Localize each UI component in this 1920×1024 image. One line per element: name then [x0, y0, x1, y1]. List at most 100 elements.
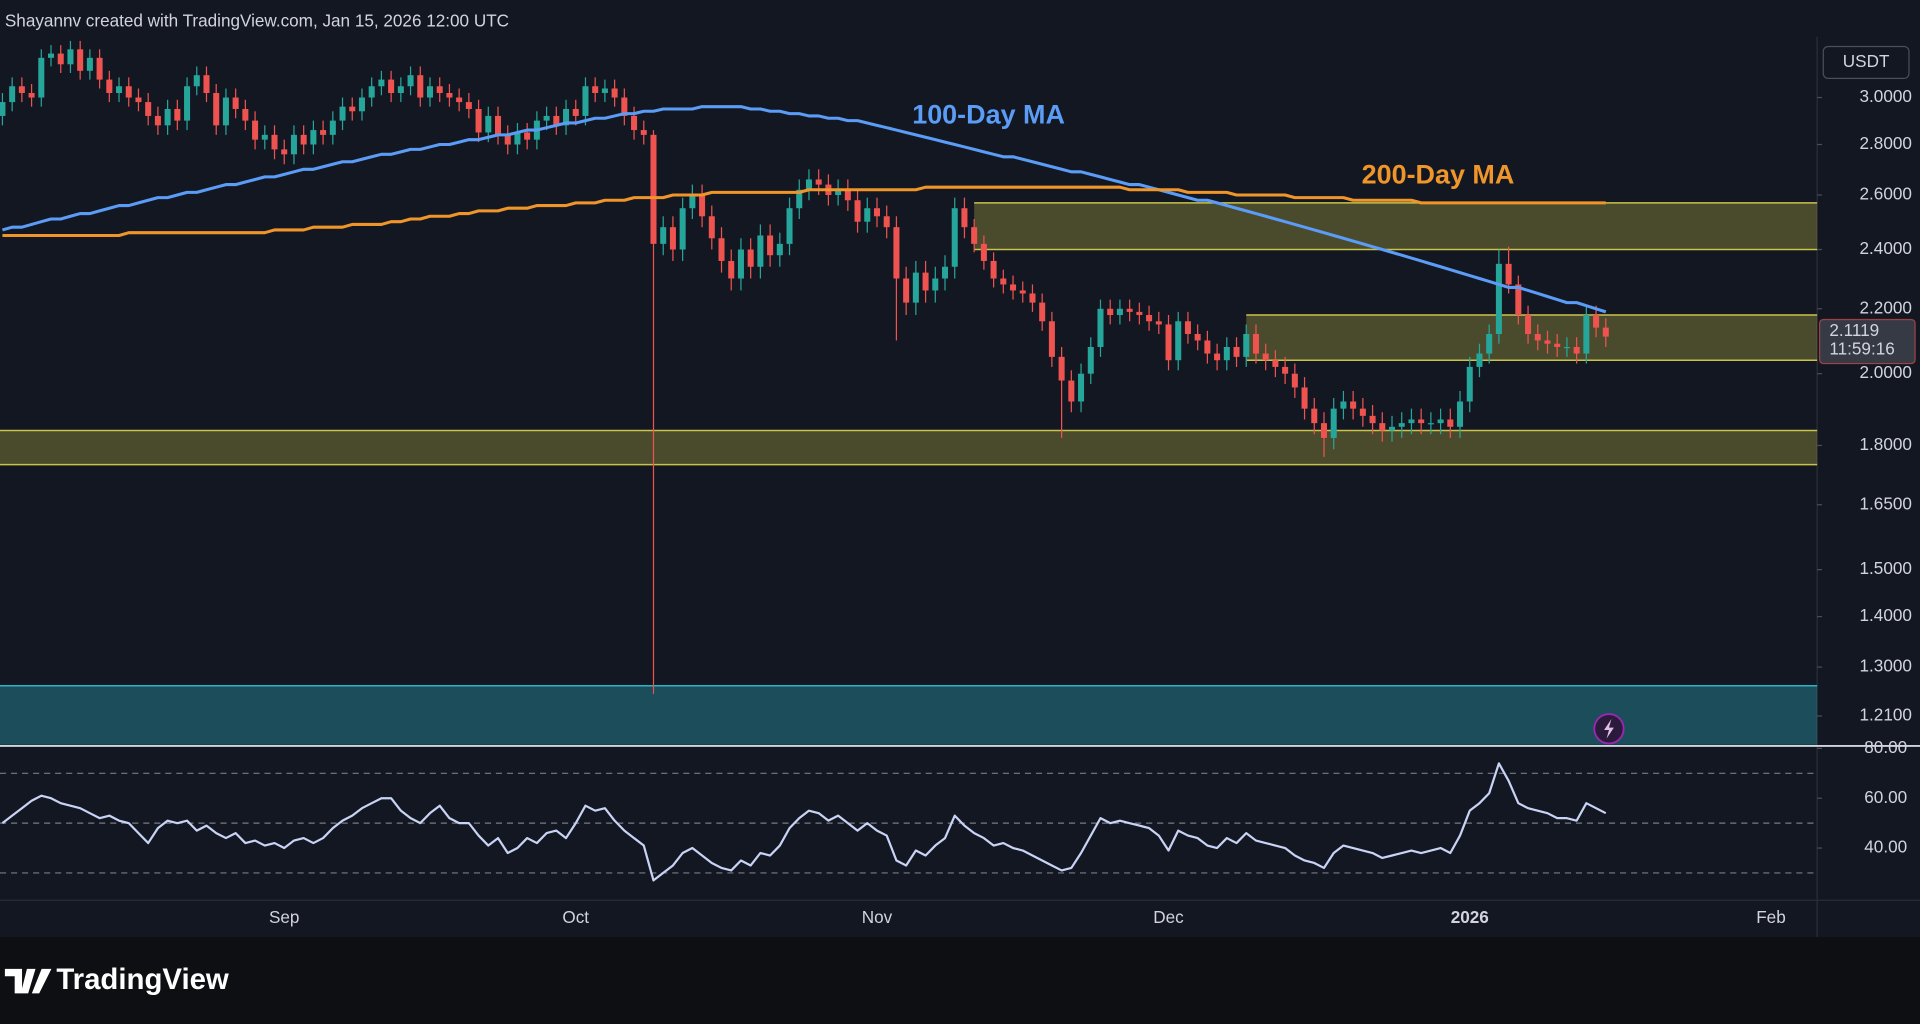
candle-body: [213, 92, 220, 126]
y-tick-label: 1.5000: [1860, 558, 1912, 578]
candle-body: [912, 272, 919, 303]
candle-body: [1466, 366, 1473, 402]
candle-body: [1155, 321, 1162, 325]
candle-body: [757, 235, 764, 267]
candle-body: [971, 227, 978, 244]
candle-body: [1107, 308, 1114, 315]
zone: [0, 685, 1818, 745]
zones: [0, 202, 1818, 745]
candle-body: [465, 102, 472, 109]
candle-body: [222, 97, 229, 126]
candle-body: [281, 149, 288, 155]
candle-body: [125, 86, 132, 98]
candle-body: [805, 179, 812, 190]
y-tick-label: 2.8000: [1860, 133, 1912, 153]
attribution: Shayannv created with TradingView.com, J…: [5, 11, 509, 31]
candle-body: [1126, 308, 1133, 312]
candle-body: [815, 179, 822, 185]
candle-body: [864, 208, 871, 222]
candle-body: [893, 227, 900, 279]
candle-body: [1204, 340, 1211, 354]
candle-body: [1029, 293, 1036, 303]
candle-body: [1602, 327, 1609, 337]
y-tick-label: 1.6500: [1860, 493, 1912, 513]
candle-body: [922, 272, 929, 291]
candle-body: [854, 200, 861, 222]
countdown: 11:59:16: [1829, 339, 1894, 359]
x-tick-label: Feb: [1756, 907, 1786, 927]
candle-body: [300, 134, 307, 145]
x-tick-label: Sep: [269, 907, 299, 927]
candle-body: [767, 235, 774, 256]
candle-body: [1563, 346, 1570, 349]
candle-body: [1097, 308, 1104, 347]
candle-body: [1262, 353, 1269, 361]
y-tick-label: 1.4000: [1860, 605, 1912, 625]
rsi-y-tick-label: 60.00: [1864, 787, 1907, 807]
candle-body: [1243, 334, 1250, 357]
alert-icon: [1593, 713, 1625, 745]
candle-body: [1379, 423, 1386, 431]
candle-body: [747, 249, 754, 267]
candle-body: [495, 115, 502, 135]
candle-body: [941, 266, 949, 279]
candle-body: [1457, 401, 1464, 427]
candle-body: [368, 86, 375, 98]
candle-body: [86, 57, 93, 71]
zone: [0, 430, 1818, 465]
candle-body: [426, 86, 434, 98]
candle-body: [106, 79, 113, 93]
candle-body: [28, 92, 35, 98]
candle-body: [932, 278, 939, 291]
candle-body: [485, 115, 492, 133]
candle-body: [135, 97, 142, 103]
candle-body: [640, 130, 647, 135]
y-tick-label: 2.4000: [1860, 238, 1912, 258]
candle-body: [116, 86, 123, 93]
price-label-box: [1818, 318, 1916, 365]
candle-body: [1087, 346, 1094, 374]
x-tick-label: Nov: [862, 907, 893, 927]
candle-body: [1583, 315, 1590, 354]
currency: USDT: [1843, 51, 1890, 71]
zone: [1246, 315, 1818, 361]
candle-body: [699, 194, 706, 217]
ma-line: [2, 185, 1606, 238]
candle-body: [1252, 334, 1259, 354]
candle-body: [1495, 263, 1502, 335]
candle-body: [873, 208, 881, 217]
candle-body: [1146, 315, 1153, 322]
candle-body: [1408, 419, 1415, 424]
candle-body: [1078, 373, 1085, 402]
candle-body: [1388, 426, 1396, 431]
candle-body: [1593, 315, 1600, 328]
y-tick-label: 2.2000: [1860, 297, 1912, 317]
candle-body: [961, 208, 968, 228]
candle-body: [96, 57, 103, 80]
candle-body: [38, 57, 45, 98]
candle-body: [1214, 353, 1221, 361]
candle-body: [563, 108, 570, 126]
candle-body: [1476, 353, 1483, 367]
candle-body: [1272, 360, 1279, 367]
last-price: 2.1119: [1829, 320, 1879, 340]
candle-body: [329, 120, 336, 135]
brand: TradingView: [56, 963, 229, 996]
candle-body: [1350, 401, 1357, 409]
candle-body: [57, 53, 64, 65]
candle-body: [339, 106, 346, 121]
candle-body: [1000, 278, 1007, 285]
candle-body: [611, 88, 618, 98]
candle-body: [1039, 302, 1046, 322]
x-tick-label: 2026: [1451, 907, 1489, 927]
candle-body: [708, 216, 715, 239]
candle-body: [242, 108, 249, 121]
candle-body: [1369, 415, 1376, 424]
candle-body: [1340, 401, 1347, 409]
candle-body: [621, 97, 628, 116]
candle-body: [631, 115, 638, 131]
candle-body: [903, 278, 910, 303]
candle-body: [1019, 290, 1026, 294]
candle-body: [1010, 284, 1017, 291]
candle-body: [1330, 408, 1337, 438]
